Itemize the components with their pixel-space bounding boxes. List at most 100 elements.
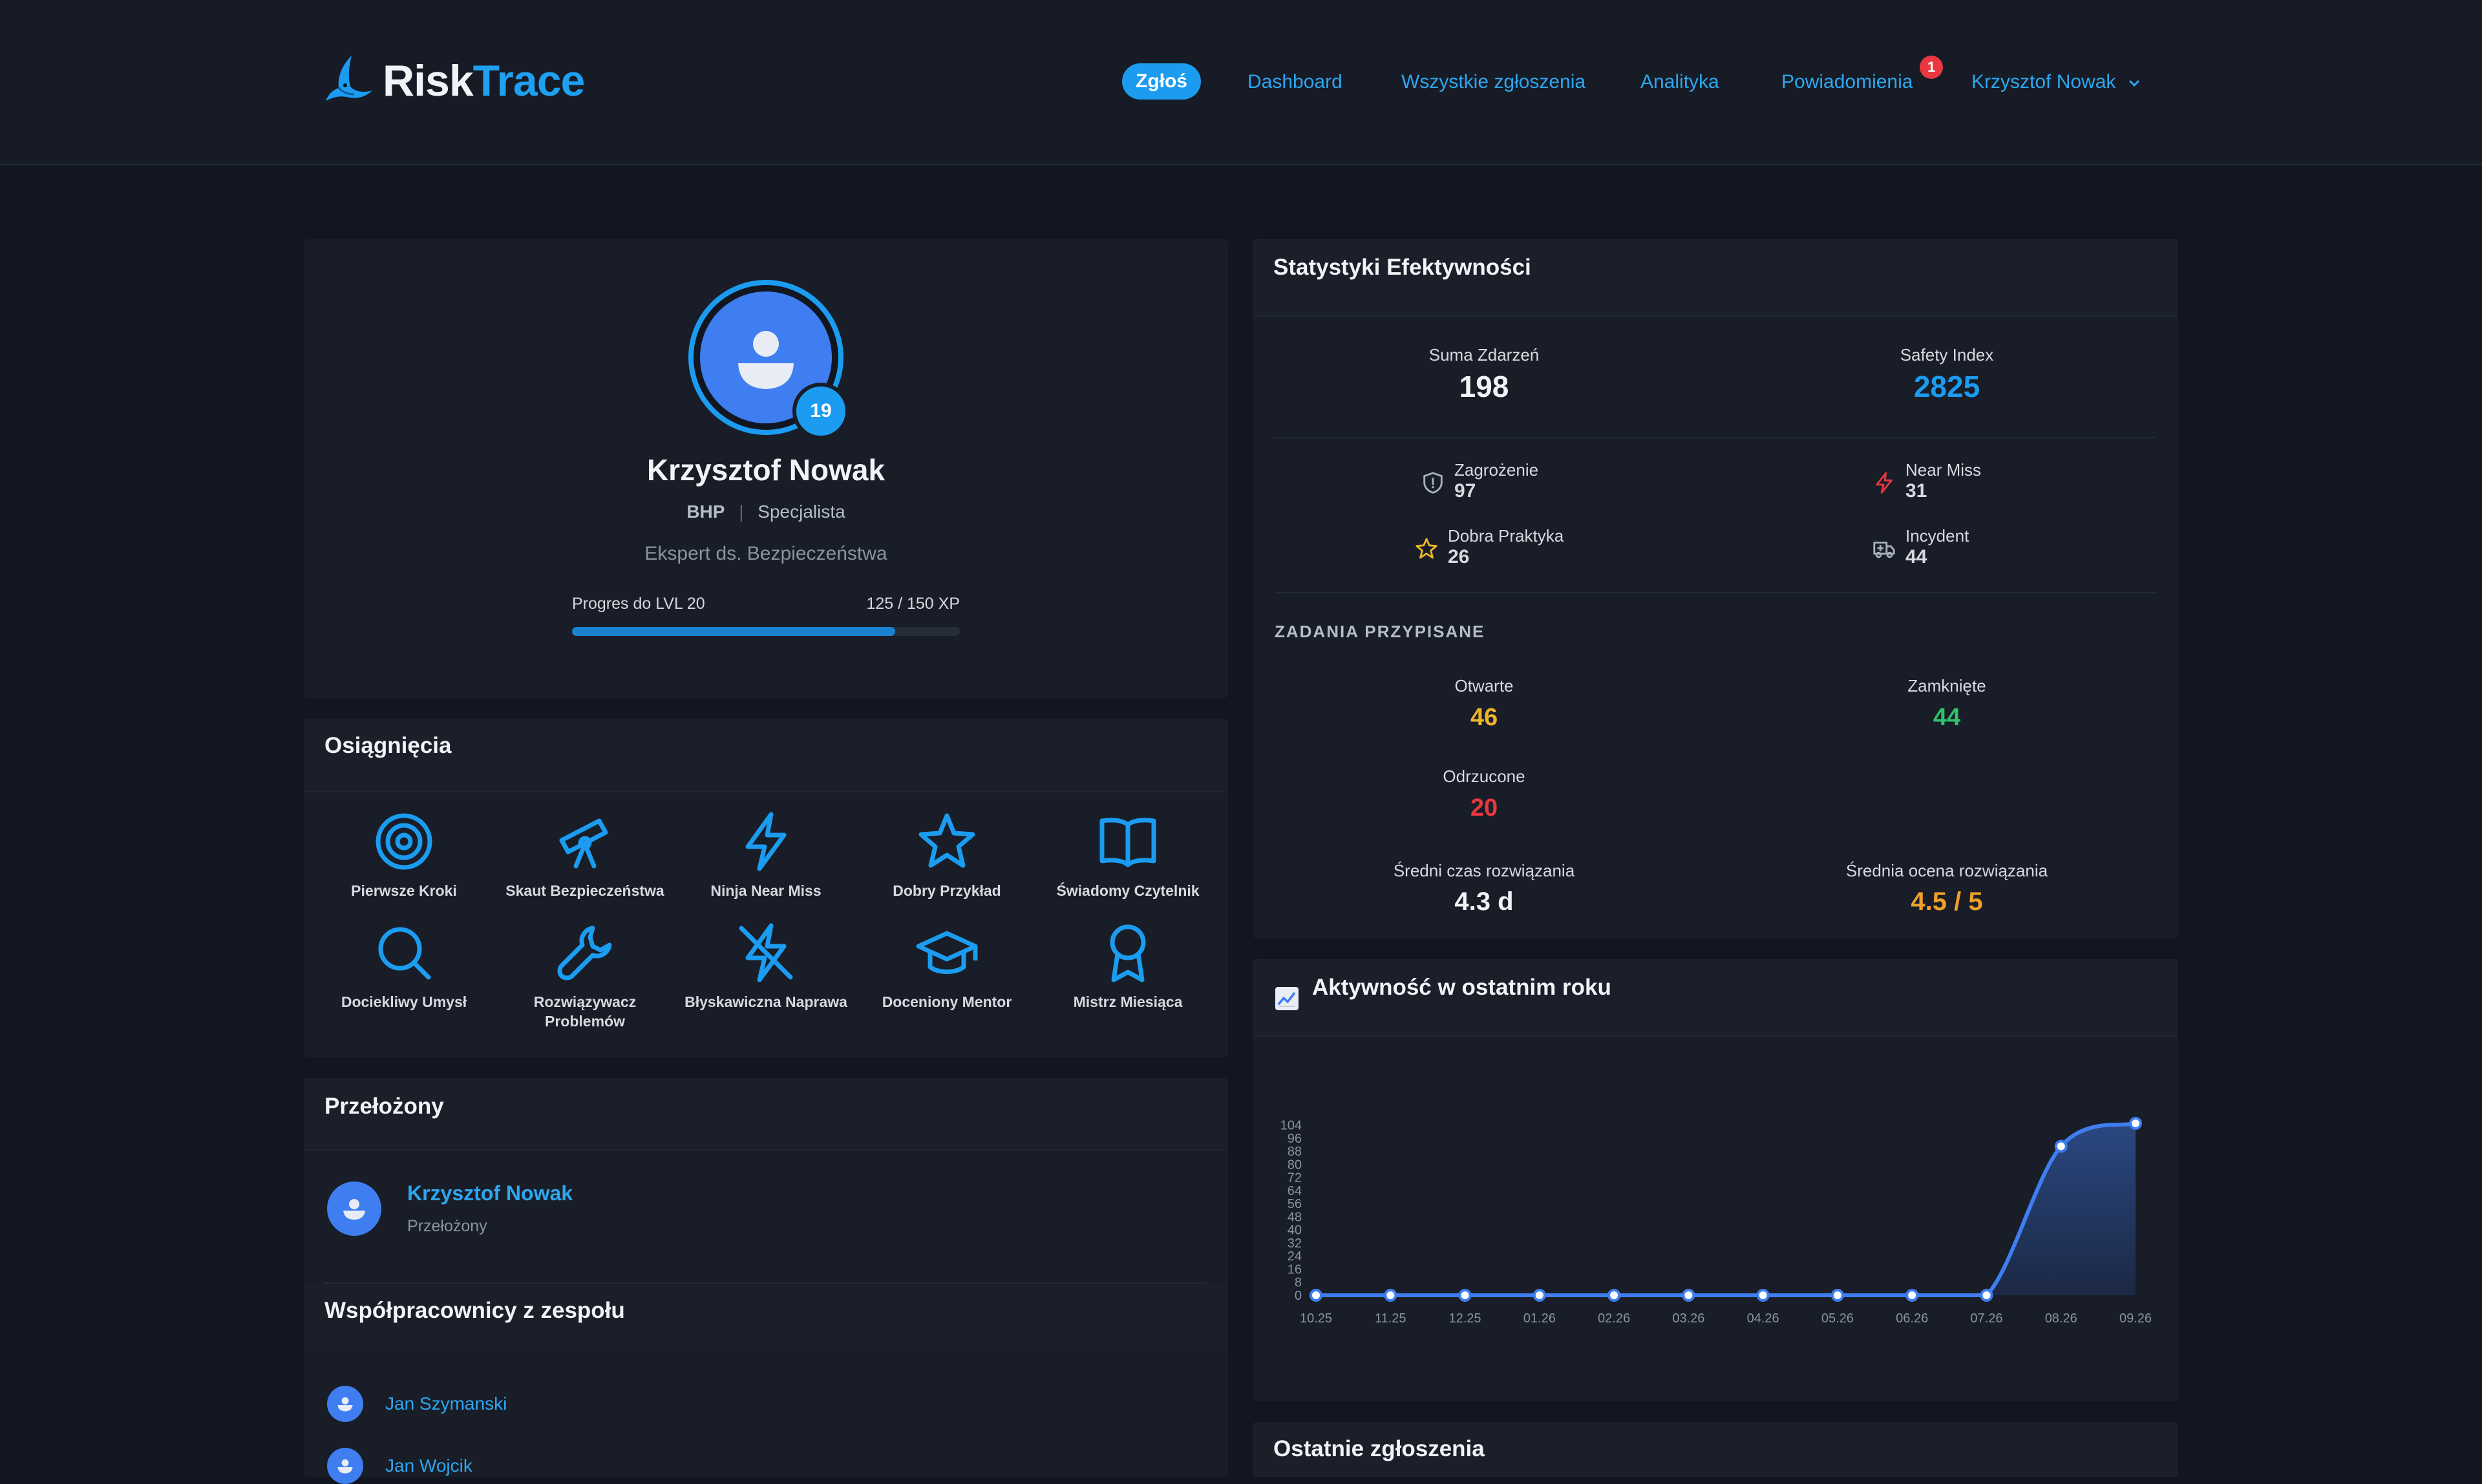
achievement-doceniony-mentor[interactable]: Doceniony Mentor xyxy=(860,920,1034,1012)
department: BHP xyxy=(686,502,725,522)
data-point xyxy=(2054,1140,2068,1153)
stats-card: Statystyki Efektywności Suma Zdarzeń 198… xyxy=(1253,239,2178,938)
supervisor-card: Przełożony Krzysztof Nowak Przełożony Ws… xyxy=(304,1078,1228,1484)
nav-user-menu[interactable]: Krzysztof Nowak xyxy=(1971,71,2142,93)
tasks-rejected: Odrzucone 20 xyxy=(1443,767,1525,822)
tasks-open: Otwarte 46 xyxy=(1454,676,1514,731)
data-point xyxy=(1533,1289,1546,1302)
x-tick-label: 05.26 xyxy=(1821,1311,1854,1326)
activity-area xyxy=(1316,1123,2136,1295)
recent-reports-card: Ostatnie zgłoszenia xyxy=(1253,1422,2178,1477)
achievement-ninja-near-miss[interactable]: Ninja Near Miss xyxy=(679,809,853,900)
nav-notifications[interactable]: Powiadomienia xyxy=(1781,71,1913,92)
level-badge: 19 xyxy=(792,383,849,440)
progress-label: Progres do LVL 20 xyxy=(572,595,705,613)
nav-dashboard[interactable]: Dashboard xyxy=(1247,71,1342,92)
data-point xyxy=(1682,1289,1695,1302)
profile-title: Ekspert ds. Bezpieczeństwa xyxy=(644,543,887,564)
achievement-label: Pierwsze Kroki xyxy=(351,882,457,899)
safety-index: Safety Index 2825 xyxy=(1900,345,1994,403)
shark-logo-icon xyxy=(326,56,372,101)
supervisor-role: Przełożony xyxy=(407,1217,487,1235)
nav-all-reports[interactable]: Wszystkie zgłoszenia xyxy=(1401,71,1586,92)
graduation-cap-icon xyxy=(916,931,978,974)
top-header: RiskTrace Zgłoś Dashboard Wszystkie zgło… xyxy=(0,0,2482,165)
member-avatar xyxy=(327,1386,363,1422)
y-tick-label: 64 xyxy=(1288,1184,1302,1198)
user-icon xyxy=(337,1459,353,1474)
lightning-icon xyxy=(745,812,787,871)
category-near-miss: Near Miss 31 xyxy=(1872,460,1981,502)
chart-trend-icon xyxy=(1275,987,1299,1010)
role: Specjalista xyxy=(758,502,845,522)
team-title: Współpracownicy z zespołu xyxy=(324,1298,625,1323)
data-point xyxy=(1458,1289,1472,1302)
ambulance-icon xyxy=(1873,542,1895,558)
user-icon xyxy=(343,1199,365,1220)
data-point xyxy=(1905,1289,1919,1302)
total-events: Suma Zdarzeń 198 xyxy=(1428,345,1540,403)
y-tick-label: 32 xyxy=(1288,1236,1302,1251)
x-tick-label: 02.26 xyxy=(1598,1311,1630,1326)
profile-card: 19 Krzysztof Nowak BHP | Specjalista Eks… xyxy=(304,239,1228,698)
y-tick-label: 40 xyxy=(1288,1224,1302,1238)
shield-icon xyxy=(1423,472,1443,494)
data-point xyxy=(1384,1289,1397,1302)
y-tick-label: 96 xyxy=(1288,1132,1302,1146)
data-point xyxy=(1756,1289,1770,1302)
separator: | xyxy=(739,502,744,522)
activity-card: Aktywność w ostatnim roku 0 8 16 24 32 40 48 56… xyxy=(1253,959,2178,1401)
activity-title: Aktywność w ostatnim roku xyxy=(1312,975,1611,1000)
profile-department-role: BHP | Specjalista xyxy=(304,502,1228,522)
team-member[interactable]: Jan Szymanski xyxy=(327,1386,507,1422)
user-icon xyxy=(337,1397,353,1412)
y-tick-label: 104 xyxy=(1280,1119,1302,1133)
search-icon xyxy=(378,927,431,980)
achievement-mistrz-miesiaca[interactable]: Mistrz Miesiąca xyxy=(1041,920,1215,1012)
y-tick-label: 88 xyxy=(1288,1145,1302,1159)
achievement-skaut[interactable]: Skaut Bezpieczeństwa xyxy=(498,809,672,900)
achievement-swiadomy-czytelnik[interactable]: Świadomy Czytelnik xyxy=(1041,809,1215,900)
star-icon xyxy=(1416,538,1437,559)
achievement-pierwsze-kroki[interactable]: Pierwsze Kroki xyxy=(317,809,491,900)
user-menu-label: Krzysztof Nowak xyxy=(1971,71,2116,92)
logo[interactable]: RiskTrace xyxy=(323,52,585,110)
achievement-blyskawiczna-naprawa[interactable]: Błyskawiczna Naprawa xyxy=(679,920,853,1012)
supervisor-entry[interactable]: Krzysztof Nowak Przełożony xyxy=(327,1182,573,1236)
y-tick-label: 0 xyxy=(1295,1289,1302,1303)
data-point xyxy=(1310,1289,1322,1302)
divider xyxy=(324,1282,1207,1284)
achievement-dociekliwy-umysl[interactable]: Dociekliwy Umysł xyxy=(317,920,491,1012)
y-tick-label: 24 xyxy=(1288,1249,1302,1264)
x-tick-label: 06.26 xyxy=(1896,1311,1928,1326)
wrench-icon xyxy=(557,926,612,980)
achievement-dobry-przyklad[interactable]: Dobry Przykład xyxy=(860,809,1034,900)
profile-name: Krzysztof Nowak xyxy=(646,453,886,487)
chevron-down-icon xyxy=(2128,80,2139,87)
report-button[interactable]: Zgłoś xyxy=(1122,63,1201,100)
x-tick-label: 12.25 xyxy=(1449,1311,1481,1326)
member-name[interactable]: Jan Wojcik xyxy=(385,1456,472,1476)
y-tick-label: 56 xyxy=(1288,1197,1302,1211)
notification-count-badge: 1 xyxy=(1920,56,1943,79)
category-zagrozenie: Zagrożenie 97 xyxy=(1421,460,1538,502)
telescope-icon xyxy=(559,818,608,869)
nav-analytics[interactable]: Analityka xyxy=(1640,71,1719,92)
target-icon xyxy=(376,813,432,870)
avg-resolution-rating: Średnia ocena rozwiązania 4.5 / 5 xyxy=(1845,861,2048,916)
lightning-icon xyxy=(1876,472,1893,494)
tasks-closed: Zamknięte 44 xyxy=(1907,676,1986,731)
member-name[interactable]: Jan Szymanski xyxy=(385,1394,507,1414)
achievement-rozwiazywacz[interactable]: Rozwiązywacz Problemów xyxy=(498,920,672,1031)
book-icon xyxy=(1099,818,1156,867)
team-member[interactable]: Jan Wojcik xyxy=(327,1448,472,1484)
x-tick-label: 10.25 xyxy=(1300,1311,1332,1326)
avatar xyxy=(688,280,843,435)
supervisor-name[interactable]: Krzysztof Nowak xyxy=(407,1182,573,1205)
avg-resolution-time: Średni czas rozwiązania 4.3 d xyxy=(1393,861,1575,916)
y-tick-label: 16 xyxy=(1288,1262,1302,1277)
stats-title: Statystyki Efektywności xyxy=(1273,255,1531,280)
member-avatar xyxy=(327,1448,363,1484)
supervisor-title: Przełożony xyxy=(324,1094,444,1119)
logo-text: RiskTrace xyxy=(383,56,585,105)
